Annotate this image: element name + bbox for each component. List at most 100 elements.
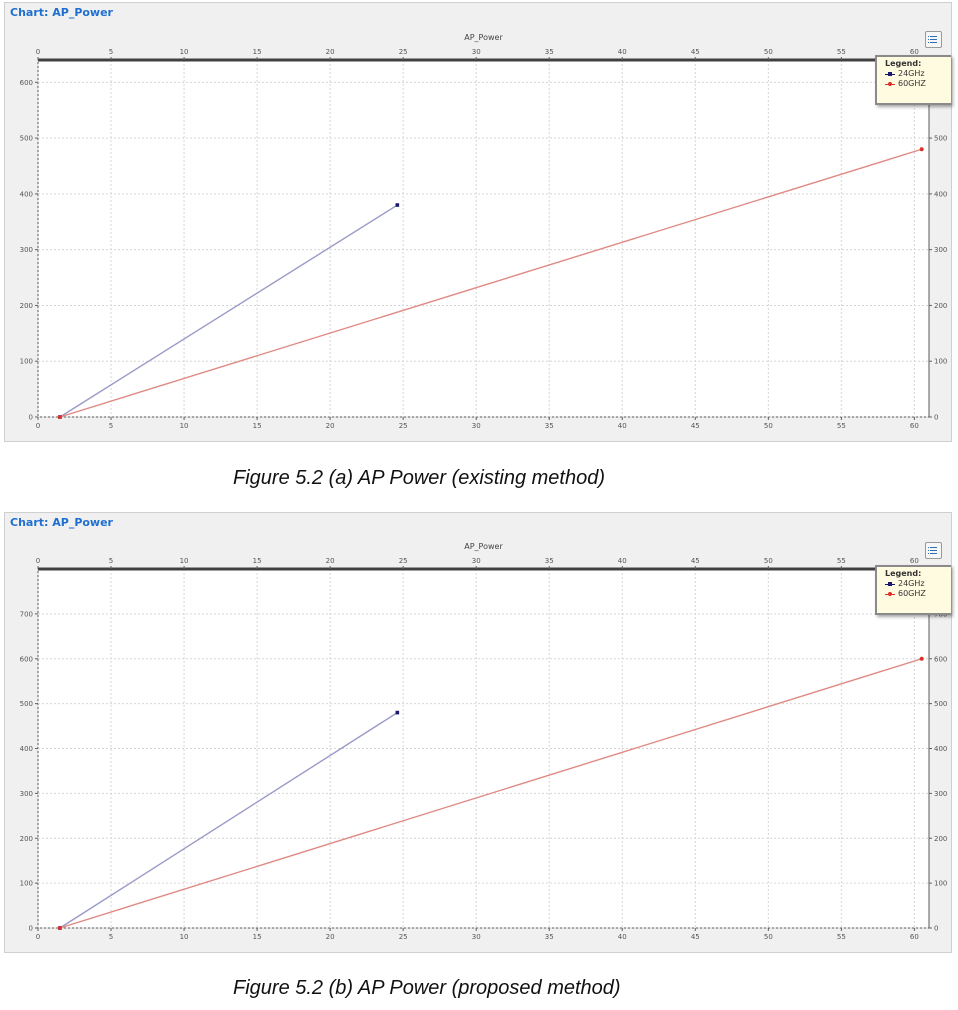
x-tick-label-bottom: 5 [109, 422, 113, 430]
y-tick-label-right: 300 [934, 246, 947, 254]
x-tick-label-top: 0 [36, 48, 40, 56]
chart-title: AP_Power [464, 33, 503, 42]
x-tick-label-top: 55 [837, 48, 846, 56]
x-tick-label-top: 0 [36, 557, 40, 565]
legend-entry-60ghz: 60GHZ [885, 79, 951, 89]
x-tick-label-bottom: 30 [472, 422, 481, 430]
x-tick-label-bottom: 0 [36, 422, 40, 430]
chart-options-button[interactable] [925, 31, 942, 48]
x-tick-label-top: 10 [180, 557, 189, 565]
x-tick-label-bottom: 45 [691, 933, 700, 941]
x-tick-label-bottom: 20 [326, 422, 335, 430]
x-tick-label-top: 45 [691, 48, 700, 56]
y-tick-label-left: 500 [20, 700, 33, 708]
y-tick-label-right: 0 [934, 925, 938, 933]
y-tick-label-left: 600 [20, 79, 33, 87]
legend-label-60ghz: 60GHZ [898, 589, 926, 598]
legend-swatch-24ghz [885, 71, 895, 78]
x-tick-label-bottom: 45 [691, 422, 700, 430]
chart-title: AP_Power [464, 542, 503, 551]
y-tick-label-right: 200 [934, 835, 947, 843]
chart-panel-b: Chart: AP_Power 0 0 5 5 10 10 15 15 20 20 25 25 30 30… [4, 512, 952, 953]
x-tick-label-bottom: 60 [910, 422, 919, 430]
x-tick-label-bottom: 30 [472, 933, 481, 941]
chart-legend: Legend: 24GHz 60GHZ [875, 565, 951, 615]
y-tick-label-right: 400 [934, 190, 947, 198]
x-tick-label-top: 30 [472, 48, 481, 56]
legend-label-60ghz: 60GHZ [898, 79, 926, 88]
data-point-60ghz [919, 147, 924, 152]
x-tick-label-top: 15 [253, 557, 262, 565]
x-tick-label-top: 20 [326, 557, 335, 565]
x-tick-label-bottom: 5 [109, 933, 113, 941]
x-tick-label-bottom: 50 [764, 933, 773, 941]
x-tick-label-top: 60 [910, 48, 919, 56]
y-tick-label-right: 500 [934, 135, 947, 143]
x-tick-label-bottom: 20 [326, 933, 335, 941]
legend-swatch-60ghz [885, 81, 895, 88]
y-tick-label-left: 200 [20, 302, 33, 310]
legend-title: Legend: [885, 59, 922, 68]
x-tick-label-top: 45 [691, 557, 700, 565]
y-tick-label-left: 300 [20, 246, 33, 254]
legend-title: Legend: [885, 569, 922, 578]
panel-title: Chart: AP_Power [10, 6, 113, 19]
series-line-60ghz [59, 148, 922, 418]
x-tick-label-bottom: 35 [545, 933, 554, 941]
x-tick-label-top: 60 [910, 557, 919, 565]
x-tick-label-bottom: 40 [618, 422, 627, 430]
x-tick-label-top: 35 [545, 48, 554, 56]
x-tick-label-bottom: 10 [180, 933, 189, 941]
x-tick-label-bottom: 10 [180, 422, 189, 430]
y-tick-label-right: 400 [934, 745, 947, 753]
x-tick-label-top: 5 [109, 48, 113, 56]
x-tick-label-top: 35 [545, 557, 554, 565]
x-tick-label-bottom: 40 [618, 933, 627, 941]
legend-swatch-24ghz [885, 581, 895, 588]
series-line-60ghz [59, 658, 922, 929]
y-tick-label-right: 200 [934, 302, 947, 310]
y-tick-label-left: 100 [20, 880, 33, 888]
x-tick-label-bottom: 25 [399, 422, 408, 430]
x-tick-label-top: 40 [618, 48, 627, 56]
y-tick-label-left: 600 [20, 655, 33, 663]
chart-plot-b: 0055101015152020252530303535404045455050… [20, 542, 948, 941]
data-point-60ghz [57, 415, 62, 419]
x-tick-label-top: 50 [764, 48, 773, 56]
x-tick-label-top: 10 [180, 48, 189, 56]
legend-swatch-60ghz [885, 591, 895, 598]
chart-options-button[interactable] [925, 542, 942, 559]
y-tick-label-left: 0 [29, 414, 33, 422]
x-tick-label-bottom: 15 [253, 422, 262, 430]
chart-panel-a: Chart: AP_Power 0 0 5 5 10 10 15 15 20 20 25 25 30 30… [4, 2, 952, 442]
legend-entry-24ghz: 24GHz [885, 69, 951, 79]
legend-entry-60ghz: 60GHZ [885, 589, 951, 599]
panel-title: Chart: AP_Power [10, 516, 113, 529]
y-tick-label-left: 400 [20, 745, 33, 753]
y-tick-label-right: 100 [934, 358, 947, 366]
x-tick-label-top: 5 [109, 557, 113, 565]
figure-caption-b: Figure 5.2 (b) AP Power (proposed method… [233, 977, 621, 999]
x-tick-label-top: 55 [837, 557, 846, 565]
data-point-60ghz [57, 926, 62, 930]
y-tick-label-left: 500 [20, 135, 33, 143]
x-tick-label-top: 50 [764, 557, 773, 565]
x-tick-label-bottom: 15 [253, 933, 262, 941]
x-tick-label-bottom: 25 [399, 933, 408, 941]
x-tick-label-bottom: 55 [837, 933, 846, 941]
y-tick-label-left: 100 [20, 358, 33, 366]
x-tick-label-bottom: 55 [837, 422, 846, 430]
x-tick-label-top: 20 [326, 48, 335, 56]
data-point-24ghz [395, 710, 400, 715]
legend-label-24ghz: 24GHz [898, 579, 925, 588]
x-tick-label-top: 15 [253, 48, 262, 56]
x-tick-label-top: 25 [399, 48, 408, 56]
x-tick-label-bottom: 0 [36, 933, 40, 941]
y-tick-label-right: 100 [934, 880, 947, 888]
x-tick-label-top: 25 [399, 557, 408, 565]
x-tick-label-bottom: 60 [910, 933, 919, 941]
data-point-24ghz [395, 203, 400, 207]
y-tick-label-left: 700 [20, 610, 33, 618]
figure-caption-a: Figure 5.2 (a) AP Power (existing method… [233, 467, 606, 489]
series-line-24ghz [59, 204, 398, 418]
